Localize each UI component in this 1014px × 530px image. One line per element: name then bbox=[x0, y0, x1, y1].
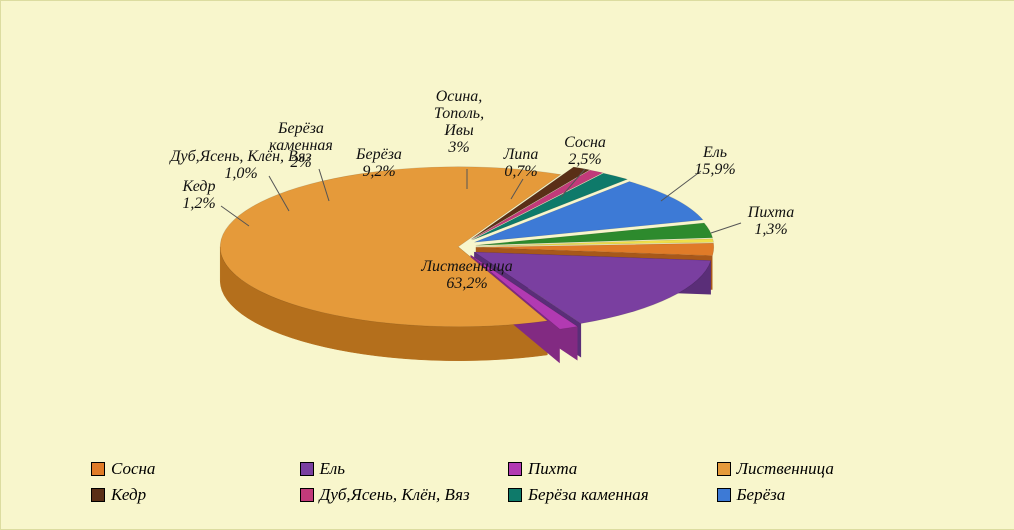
legend-row: Кедр Дуб,Ясень, Клён, Вяз Берёза каменная Б… bbox=[1, 485, 1014, 529]
legend-label: Лиственница bbox=[737, 459, 834, 479]
figure-root: Лиственница63,2%Кедр1,2%Дуб,Ясень, Клён,… bbox=[0, 0, 1014, 530]
callout-osina: Осина,Тополь,Ивы3% bbox=[434, 88, 484, 156]
leader-pihta bbox=[711, 223, 741, 233]
legend-swatch bbox=[91, 462, 105, 476]
callout-el: Ель15,9% bbox=[694, 144, 735, 178]
legend-swatch bbox=[717, 488, 731, 502]
legend-item: Пихта bbox=[508, 459, 717, 479]
legend-swatch bbox=[508, 462, 522, 476]
legend-item: Берёза bbox=[717, 485, 926, 505]
legend-swatch bbox=[300, 462, 314, 476]
legend-label: Ель bbox=[320, 459, 346, 479]
legend-label: Кедр bbox=[111, 485, 146, 505]
callout-lipa: Липа0,7% bbox=[503, 146, 539, 180]
legend-item: Берёза каменная bbox=[508, 485, 717, 505]
pie-chart: Лиственница63,2%Кедр1,2%Дуб,Ясень, Клён,… bbox=[1, 1, 1014, 451]
callout-kedr: Кедр1,2% bbox=[181, 178, 215, 212]
legend-label: Пихта bbox=[528, 459, 577, 479]
callout-sosna: Сосна2,5% bbox=[564, 134, 606, 168]
legend-item: Кедр bbox=[91, 485, 300, 505]
legend-label: Сосна bbox=[111, 459, 155, 479]
callout-bereza: Берёза9,2% bbox=[355, 146, 402, 180]
legend-label: Дуб,Ясень, Клён, Вяз bbox=[320, 485, 470, 505]
legend-row: Сосна Ель Пихта Лиственница bbox=[1, 459, 1014, 485]
legend: Сосна Ель Пихта Лиственница Кедр Дуб,Ясень, К… bbox=[1, 459, 1014, 529]
legend-item: Сосна bbox=[91, 459, 300, 479]
legend-swatch bbox=[91, 488, 105, 502]
legend-item: Лиственница bbox=[717, 459, 926, 479]
legend-swatch bbox=[508, 488, 522, 502]
legend-item: Ель bbox=[300, 459, 509, 479]
legend-label: Берёза каменная bbox=[528, 485, 649, 505]
legend-swatch bbox=[300, 488, 314, 502]
callout-pihta: Пихта1,3% bbox=[747, 204, 794, 238]
legend-label: Берёза bbox=[737, 485, 786, 505]
legend-item: Дуб,Ясень, Клён, Вяз bbox=[300, 485, 509, 505]
legend-swatch bbox=[717, 462, 731, 476]
